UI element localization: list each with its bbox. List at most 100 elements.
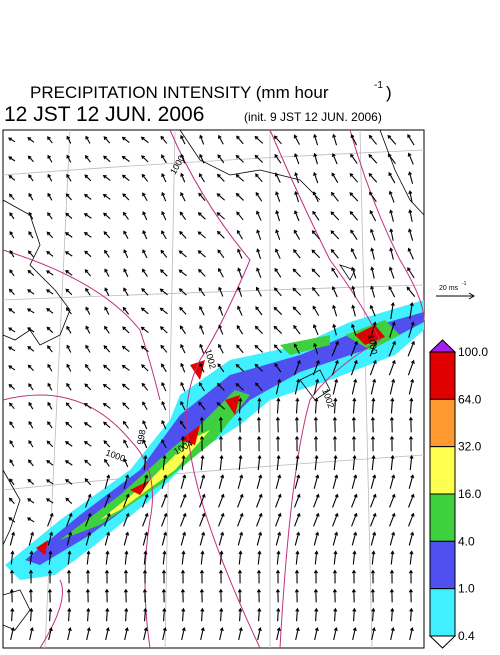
wind-arrow — [121, 364, 130, 371]
wind-arrow — [237, 474, 244, 489]
wind-arrow — [47, 345, 53, 353]
wind-arrow — [142, 192, 148, 202]
wind-arrow — [295, 627, 300, 641]
wind-arrow — [64, 441, 73, 447]
wind-arrow — [123, 458, 129, 468]
wind-arrow — [26, 308, 35, 314]
wind-arrow — [47, 154, 53, 163]
wind-arrow — [199, 134, 205, 145]
colorbar-label: 32.0 — [458, 440, 482, 454]
wind-arrow — [238, 397, 243, 414]
wind-arrow — [9, 421, 15, 429]
wind-arrow — [294, 190, 300, 203]
wind-arrow — [293, 343, 300, 354]
wind-arrow — [46, 308, 54, 314]
wind-arrow — [64, 460, 73, 466]
wind-arrow — [332, 569, 337, 584]
wind-arrow — [29, 550, 34, 565]
wind-arrow — [256, 210, 262, 221]
wind-arrow — [179, 306, 187, 315]
wind-arrow — [143, 607, 148, 622]
wind-arrow — [104, 512, 111, 527]
wind-scale: 20 ms -1 — [436, 281, 475, 300]
wind-arrow — [331, 359, 339, 376]
wind-arrow — [200, 607, 205, 622]
wind-arrow — [256, 588, 261, 603]
wind-arrow — [218, 493, 225, 508]
wind-arrow — [313, 569, 318, 584]
wind-arrow — [84, 459, 92, 467]
colorbar-over — [428, 339, 457, 353]
wind-arrow — [199, 305, 205, 316]
wind-scale-arrow — [436, 292, 475, 300]
wind-arrow — [275, 588, 280, 603]
wind-arrow — [389, 247, 394, 260]
wind-arrow — [314, 607, 319, 622]
wind-arrow — [199, 382, 205, 392]
wind-arrow — [8, 383, 16, 390]
wind-arrow — [256, 474, 263, 489]
wind-arrow — [65, 402, 72, 410]
wind-arrow — [276, 607, 281, 622]
wind-arrow — [408, 435, 413, 452]
wind-arrow — [9, 230, 15, 239]
wind-arrow — [27, 250, 34, 258]
wind-arrow — [83, 232, 92, 238]
wind-arrow — [294, 153, 300, 165]
wind-arrow — [237, 286, 243, 297]
wind-arrow — [368, 134, 377, 145]
wind-arrow — [66, 135, 72, 144]
wind-arrow — [275, 569, 280, 584]
wind-arrow — [254, 154, 264, 163]
wind-arrow — [64, 232, 73, 238]
wind-arrow — [238, 454, 243, 471]
wind-arrow — [141, 364, 149, 372]
wind-arrow — [218, 588, 223, 603]
wind-arrow — [369, 209, 377, 222]
wind-arrow — [28, 401, 34, 410]
wind-arrow — [218, 474, 225, 489]
wind-arrow — [351, 378, 358, 395]
colorbar-label: 100.0 — [458, 345, 488, 359]
wind-arrow — [369, 228, 376, 241]
wind-arrow — [237, 493, 244, 508]
wind-arrow — [142, 569, 147, 584]
wind-arrow — [85, 531, 92, 546]
wind-arrow — [256, 512, 263, 527]
wind-arrow — [256, 267, 262, 278]
wind-arrow — [237, 569, 242, 584]
wind-arrow — [160, 344, 168, 353]
wind-arrow — [255, 306, 263, 316]
wind-arrow — [407, 247, 414, 260]
wind-arrow — [218, 305, 224, 316]
wind-arrow — [46, 460, 54, 466]
wind-arrow — [28, 439, 34, 448]
wind-arrow — [45, 270, 54, 276]
wind-arrow — [161, 363, 167, 373]
wind-arrow — [332, 588, 337, 603]
wind-arrow — [180, 191, 186, 202]
wind-arrow — [199, 531, 206, 546]
wind-arrow — [390, 302, 395, 320]
wind-arrow — [28, 383, 34, 391]
wind-arrow — [218, 569, 223, 584]
wind-arrow — [257, 397, 262, 414]
wind-arrow — [409, 607, 414, 622]
wind-arrow — [407, 340, 415, 357]
wind-arrow — [178, 250, 187, 258]
wind-arrow — [179, 230, 187, 239]
wind-arrow — [332, 133, 338, 146]
wind-arrow — [369, 191, 377, 202]
wind-arrow — [28, 174, 34, 182]
wind-arrow — [161, 588, 166, 603]
wind-arrow — [8, 497, 15, 504]
colorbar-segment — [429, 588, 456, 637]
wind-arrow — [178, 288, 187, 296]
wind-arrow — [314, 627, 319, 641]
wind-arrow — [141, 288, 149, 296]
wind-arrow — [9, 569, 14, 584]
wind-arrow — [8, 308, 16, 314]
colorbar-segment — [429, 398, 456, 448]
wind-arrow — [216, 230, 225, 239]
wind-arrow — [104, 306, 110, 315]
